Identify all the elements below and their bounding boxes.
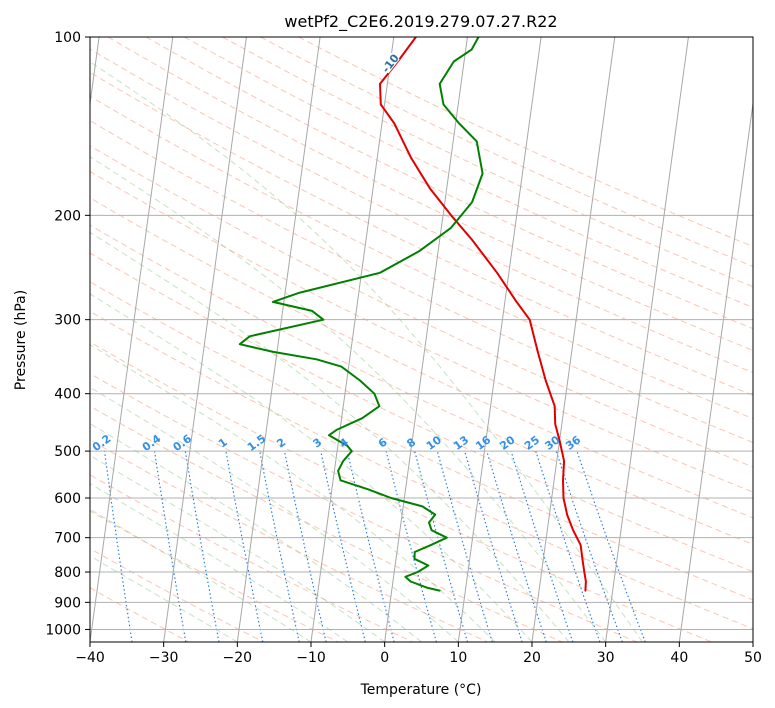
moist-adiabat	[90, 156, 607, 642]
x-tick-label: 40	[670, 650, 688, 666]
series-line-1	[238, 37, 484, 592]
dry-adiabat	[90, 372, 638, 642]
y-tick-label: 800	[54, 565, 81, 581]
x-tick-label: 0	[380, 650, 389, 666]
dry-adiabat	[90, 197, 753, 519]
x-tick-label: −20	[223, 650, 253, 666]
isotherm-line	[752, 638, 753, 642]
axes: −40 −30 −20 −10 0 10 20 30 40 50 100 200 300 400 500 60…	[45, 30, 762, 666]
mixing-ratio-line	[385, 450, 437, 642]
x-axis-title: Temperature (°C)	[360, 682, 482, 698]
moist-adiabat	[90, 386, 459, 642]
x-tick-label: −30	[149, 650, 179, 666]
x-tick-label: 30	[597, 650, 615, 666]
dry-adiabat	[90, 170, 753, 493]
y-tick-label: 400	[54, 387, 81, 403]
mixing-ratio-line	[535, 450, 601, 642]
y-tick-label: 500	[54, 444, 81, 460]
isotherm-line	[236, 37, 321, 642]
dry-adiabat	[222, 37, 753, 288]
mixing-ratio-line	[486, 450, 547, 642]
y-tick-label: 1000	[45, 622, 81, 638]
mixing-ratio-line	[510, 450, 574, 642]
mixing-ratio-line	[283, 450, 327, 642]
dry-adiabat	[90, 405, 563, 642]
mixing-ratio-line	[464, 450, 523, 642]
isotherm-line	[457, 37, 542, 642]
plot-background	[90, 37, 753, 642]
dry-adiabat	[90, 548, 264, 642]
mixing-ratio-line	[259, 450, 300, 642]
y-tick-label: 900	[54, 595, 81, 611]
isotherms	[90, 37, 753, 642]
moist-adiabat	[90, 555, 238, 642]
isotherm-line	[384, 37, 468, 642]
moist-adiabat	[90, 61, 643, 642]
mixing-ratio-line	[414, 450, 469, 642]
isotherm-line	[605, 37, 689, 642]
isotherm-line	[90, 37, 174, 642]
mixing-ratio-line	[225, 451, 264, 642]
x-tick-label: 50	[744, 650, 762, 666]
moist-adiabat	[90, 344, 496, 642]
mixing-ratio-line	[576, 450, 646, 642]
dry-adiabat	[90, 224, 753, 545]
dry-adiabat	[184, 37, 753, 309]
mixing-ratio-line	[320, 450, 366, 642]
x-tick-label: −40	[75, 650, 105, 666]
y-tick-label: 200	[54, 208, 81, 224]
mixing-ratio-line	[555, 450, 623, 642]
x-tick-label: 20	[523, 650, 541, 666]
dry-adiabat	[107, 37, 753, 351]
moist-adiabat	[90, 483, 349, 642]
x-tick-label: −10	[296, 650, 326, 666]
dry-adiabat	[90, 587, 190, 642]
sounding-series	[238, 37, 587, 592]
plot-frame	[89, 36, 754, 643]
y-tick-label: 600	[54, 491, 81, 507]
isotherm-line	[531, 37, 616, 642]
dry-adiabat	[145, 37, 753, 330]
chart-title: wetPf2_C2E6.2019.279.07.27.R22	[284, 12, 557, 32]
y-tick-label: 700	[54, 531, 81, 547]
y-axis-title: Pressure (hPa)	[13, 290, 29, 390]
series-line-0	[379, 37, 587, 592]
isotherm-line	[678, 99, 753, 642]
isotherm-line	[310, 37, 395, 642]
dry-adiabat	[90, 439, 488, 642]
y-tick-label: 100	[54, 30, 81, 46]
mixing-ratio-line	[436, 450, 493, 642]
moist-adiabat	[90, 293, 533, 642]
moist-adiabat	[90, 423, 422, 642]
y-tick-label: 300	[54, 313, 81, 329]
isotherm-line	[163, 37, 247, 642]
isotherm-label-bg	[379, 51, 400, 74]
moist-adiabat	[90, 231, 570, 642]
x-tick-label: 10	[449, 650, 467, 666]
isobars	[90, 37, 753, 630]
